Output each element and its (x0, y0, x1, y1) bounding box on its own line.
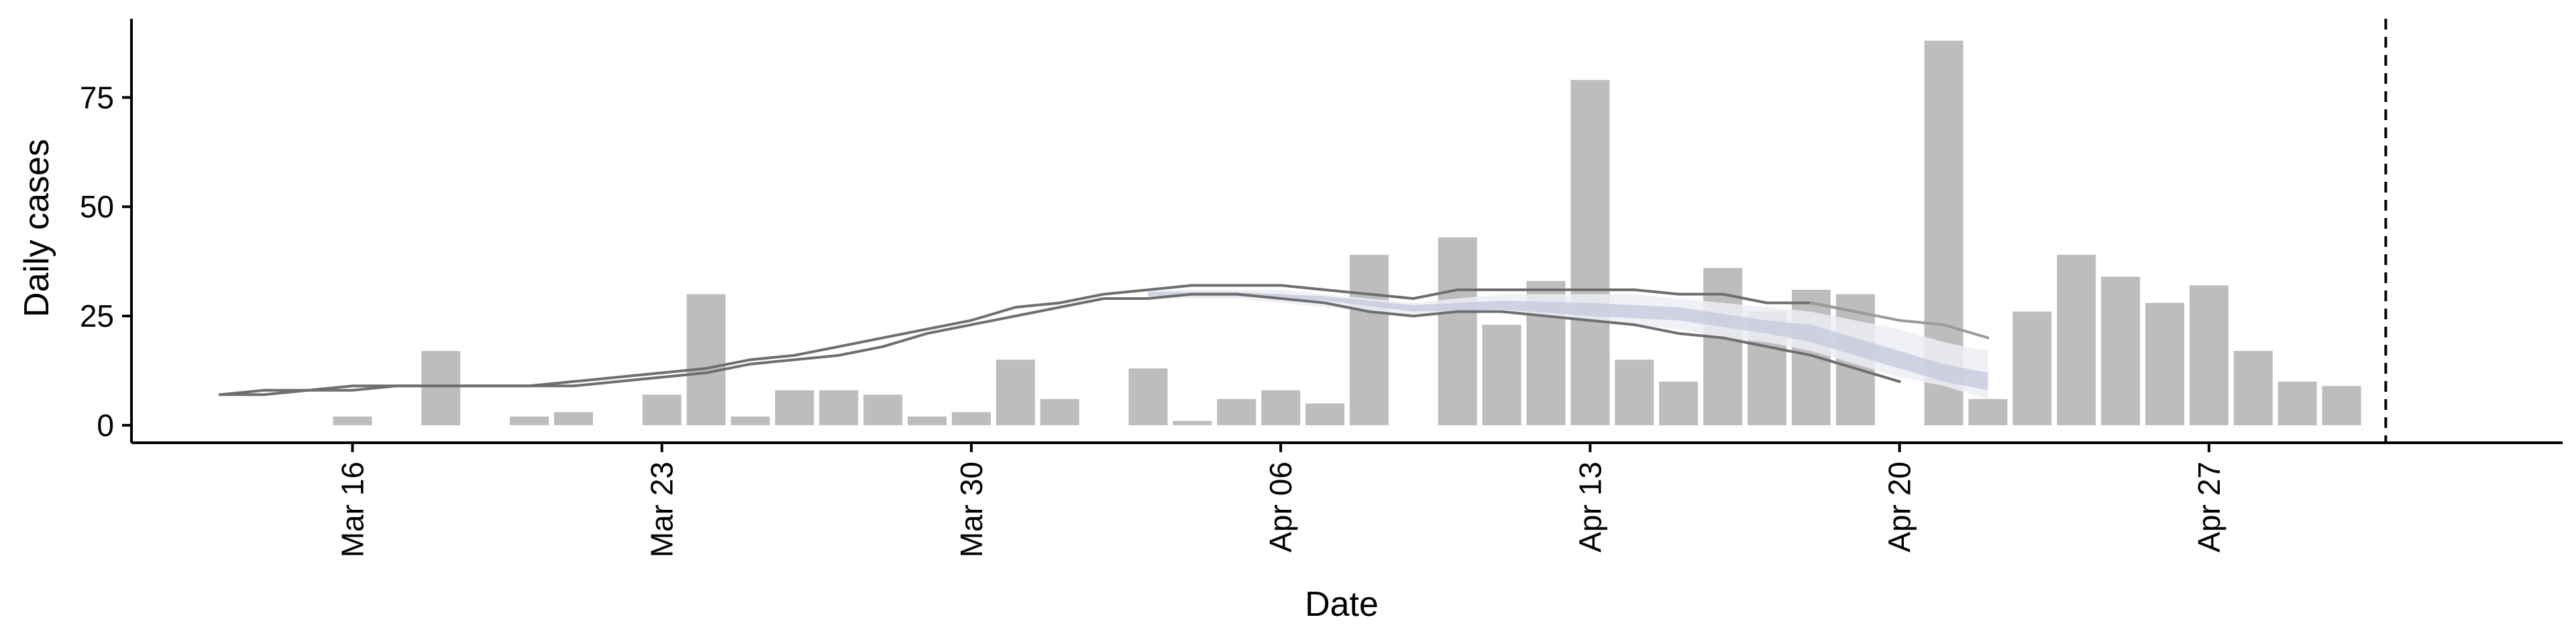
bar-2020-04-16 (1703, 268, 1743, 425)
bar-2020-03-25 (731, 416, 770, 425)
bar-2020-03-21 (553, 412, 593, 425)
bar-2020-03-23 (642, 394, 682, 425)
bar-2020-03-20 (510, 416, 549, 425)
y-axis-ticks: 0 25 50 75 (80, 80, 131, 443)
bar-2020-04-01 (1040, 398, 1079, 425)
x-tick-label: Mar 23 (645, 462, 680, 557)
axes: 0 25 50 75 Mar 16 Mar 23 Mar 30 Apr 06 Apr 13 Ap… (80, 19, 2563, 557)
bar-2020-04-23 (2012, 311, 2052, 425)
x-axis-ticks: Mar 16 Mar 23 Mar 30 Apr 06 Apr 13 Apr 20 Apr … (335, 443, 2226, 557)
bar-2020-04-18 (1791, 290, 1831, 425)
bar-2020-03-16 (333, 416, 372, 425)
bar-2020-04-10 (1438, 237, 1477, 425)
bar-2020-04-28 (2233, 351, 2273, 425)
plot-area (218, 19, 2387, 443)
bar-2020-03-29 (908, 416, 947, 425)
bar-2020-04-05 (1217, 398, 1256, 425)
bar-2020-03-18 (421, 351, 461, 425)
bar-2020-04-08 (1350, 254, 1389, 425)
bar-2020-04-07 (1305, 403, 1345, 425)
trend-line-2 (218, 292, 1901, 396)
y-tick-label: 25 (80, 299, 114, 333)
bar-2020-04-24 (2057, 254, 2096, 425)
y-tick-label: 0 (97, 408, 114, 443)
bar-2020-04-26 (2145, 303, 2184, 425)
bar-2020-04-29 (2277, 381, 2317, 425)
bar-2020-04-27 (2189, 285, 2229, 425)
x-tick-label: Apr 27 (2192, 462, 2226, 553)
bar-2020-04-11 (1482, 325, 1521, 425)
y-axis-title: Daily cases (17, 139, 56, 317)
bar-2020-03-28 (863, 394, 903, 425)
y-tick-label: 75 (80, 80, 114, 115)
y-tick-label: 50 (80, 189, 114, 224)
bar-2020-04-15 (1659, 381, 1699, 425)
x-tick-label: Mar 16 (335, 462, 370, 557)
bar-2020-03-24 (686, 294, 726, 425)
forecast-band-outer (1148, 290, 1988, 399)
forecast-band-inner (1148, 292, 1988, 390)
bar-2020-03-27 (819, 390, 859, 425)
bar-2020-04-06 (1261, 390, 1301, 425)
bar-2020-04-03 (1128, 368, 1168, 425)
bar-2020-04-13 (1570, 80, 1610, 425)
x-tick-label: Apr 13 (1572, 462, 1607, 553)
x-tick-label: Apr 20 (1882, 462, 1917, 553)
bar-2020-03-31 (996, 360, 1035, 425)
trend-line-3 (1809, 301, 1990, 339)
bar-2020-04-22 (1968, 398, 2008, 425)
x-axis-title: Date (1305, 585, 1379, 624)
x-tick-label: Mar 30 (954, 462, 989, 557)
bar-2020-04-14 (1615, 360, 1654, 425)
bar-2020-04-25 (2101, 276, 2141, 425)
bar-2020-03-26 (775, 390, 814, 425)
x-tick-label: Apr 06 (1263, 462, 1298, 553)
bar-2020-04-04 (1173, 421, 1212, 425)
bar-2020-03-30 (951, 412, 991, 425)
bar-2020-04-30 (2322, 386, 2361, 425)
